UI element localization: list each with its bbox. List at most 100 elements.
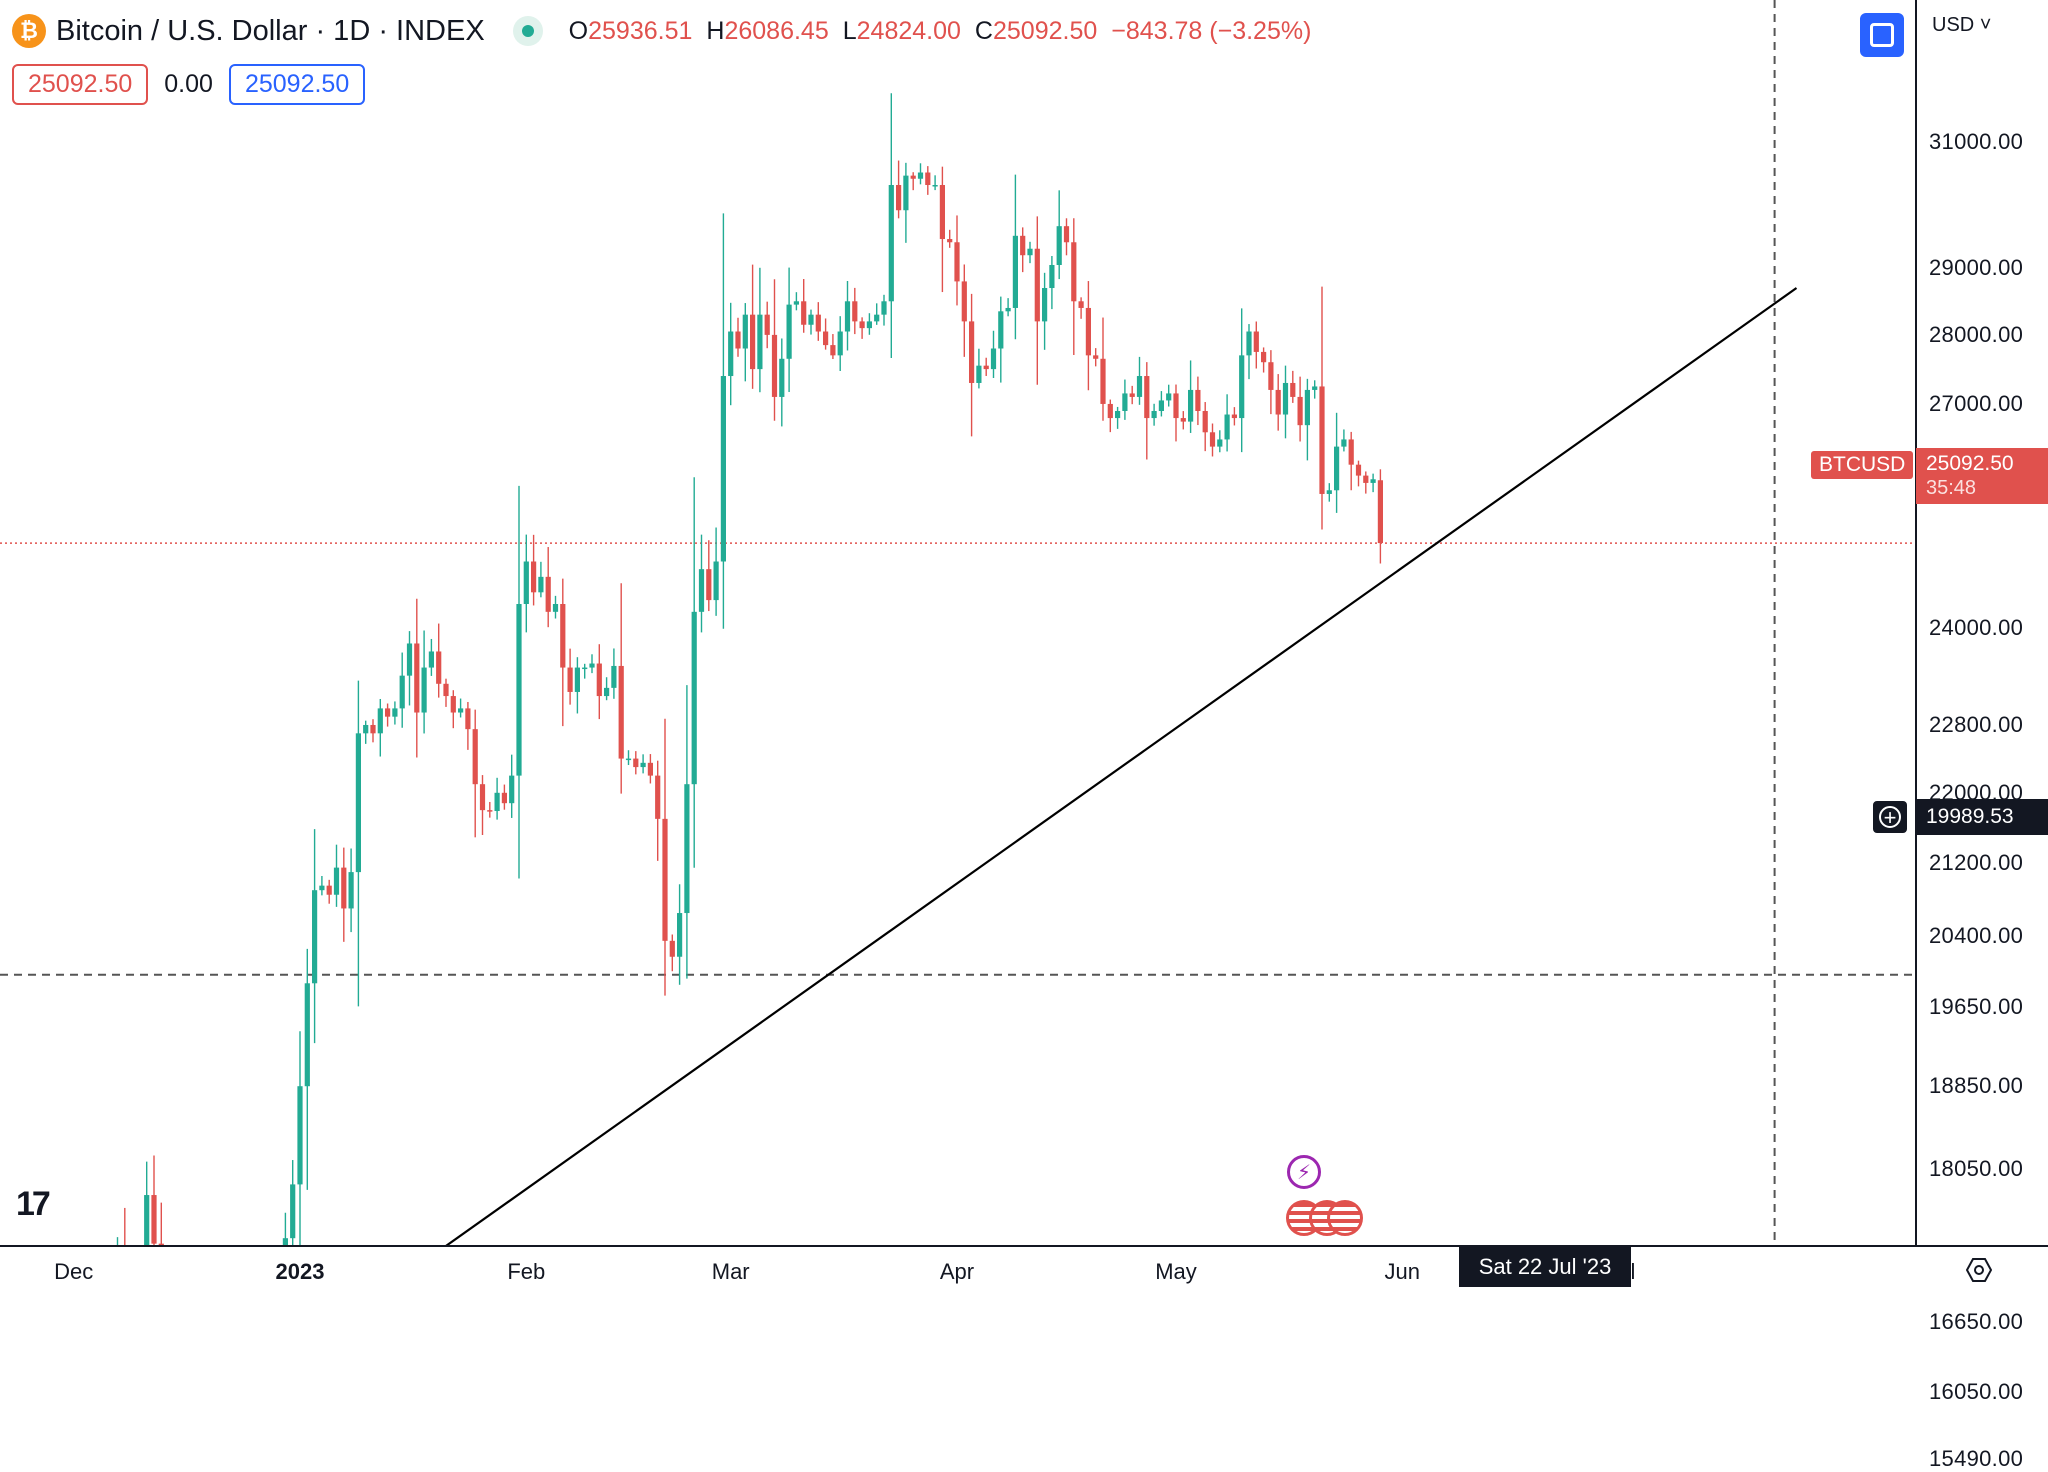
candle-body [144,1195,150,1245]
candle-body [1042,288,1048,322]
trade-price-boxes: 25092.50 0.00 25092.50 [12,64,366,105]
candle-body [677,913,683,957]
candle-body [567,667,573,692]
candle-body [881,301,887,315]
ohlc-low: L24824.00 [842,16,961,45]
candle-body [684,784,690,914]
candle-body [1166,393,1172,401]
candle-body [1370,479,1376,483]
us-flag-event-icon[interactable] [1327,1200,1363,1236]
price-tick-label: 15490.00 [1929,1445,2024,1471]
candle-body [808,314,814,325]
time-scale[interactable]: Dec2023FebMarAprMayJunJulSep [0,1245,2048,1289]
candle-body [1020,235,1026,256]
candle-body [1012,235,1018,308]
symbol-title[interactable]: Bitcoin / U.S. Dollar · 1D · INDEX [56,14,485,47]
candle-body [771,334,778,397]
candle-body [1363,475,1369,483]
candle-body [509,775,515,804]
settings-icon[interactable] [1966,1257,1992,1283]
candle-body [392,708,398,717]
candle-body [713,561,719,601]
candle-body [282,1238,288,1245]
trend-line [445,287,1798,1245]
sell-price-button[interactable]: 25092.50 [12,64,149,105]
candle-body [348,872,354,909]
tradingview-logo[interactable]: 17 [16,1185,51,1223]
candle-body [720,376,726,562]
market-status-icon[interactable] [512,16,543,46]
candle-body [815,314,821,332]
candle-body [874,314,880,322]
candle-body [1005,307,1011,312]
candle-body [545,576,551,612]
crosshair-price-label: 19989.53 [1916,799,2048,835]
candle-body [290,1184,296,1239]
candle-body [633,758,639,768]
candle-body [1202,410,1208,433]
candle-body [932,185,938,187]
candle-body [793,301,799,305]
candle-body [399,675,405,709]
time-tick-label: Apr [939,1259,975,1284]
candle-body [1304,389,1310,426]
time-tick-label: Jun [1384,1259,1421,1284]
candle-body [406,643,413,676]
candle-body [465,708,471,730]
candle-body [1173,393,1179,419]
candle-body [1334,446,1340,491]
candle-body [969,321,975,383]
time-tick-label: 2023 [275,1259,325,1284]
candle-body [669,940,675,957]
price-scale[interactable]: 31000.0029000.0028000.0027000.0026000.00… [1915,0,2048,1471]
price-tick-label: 27000.00 [1929,390,2024,416]
candle-body [414,643,420,713]
candle-body [611,665,617,688]
candle-body [333,867,340,895]
buy-price-button[interactable]: 25092.50 [228,64,366,105]
candle-body [516,604,522,776]
candle-body [582,667,588,670]
candle-body [1209,432,1216,447]
price-tick-label: 21200.00 [1929,850,2024,876]
candle-body [1377,480,1383,544]
candle-body [1049,264,1055,289]
chart-pane[interactable] [0,0,1915,1245]
candle-body [647,762,653,776]
candle-body [1129,393,1135,397]
plus-circle-icon[interactable] [1873,801,1907,833]
chart-mode-icon[interactable] [1860,13,1904,57]
time-tick-label: Dec [54,1259,94,1284]
candle-body [560,604,566,668]
candle-body [896,185,902,211]
candle-body [735,331,741,349]
candle-body [1093,355,1099,359]
price-tick-label: 16050.00 [1929,1378,2024,1404]
spread-value: 0.00 [164,70,213,98]
candle-body [903,175,909,211]
currency-selector[interactable]: USD ˅ [1932,14,1992,36]
price-tick-label: 24000.00 [1929,614,2024,640]
candlestick-chart[interactable] [0,0,1915,1245]
candle-body [779,358,785,397]
candle-body [1261,351,1267,363]
candle-body [531,561,537,593]
candle-body [1224,414,1230,440]
candle-body [1107,403,1113,419]
symbol-label: BTCUSD [1811,451,1914,479]
price-tick-label: 28000.00 [1929,321,2024,347]
price-tick-label: 18050.00 [1929,1155,2024,1181]
candle-body [1297,396,1303,426]
crosshair-date-label: Sat 22 Jul '23 [1459,1247,1631,1287]
candle-body [662,818,668,941]
candle-body [450,696,456,713]
candle-body [757,314,763,370]
candle-body [472,729,478,785]
lightning-event-icon[interactable]: ⚡ [1287,1155,1321,1189]
candle-body [852,301,858,322]
candle-body [917,172,924,179]
candle-body [1217,439,1223,447]
candle-body [998,311,1004,349]
candle-body [1122,393,1128,411]
candle-body [297,1086,303,1185]
